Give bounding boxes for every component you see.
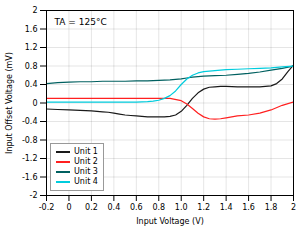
svg-text:1.2: 1.2: [197, 203, 210, 212]
svg-text:TA = 125°C: TA = 125°C: [54, 17, 107, 27]
svg-text:0.8: 0.8: [152, 203, 165, 212]
html-text:Unit 1: Unit 1: [74, 147, 98, 156]
svg-text:-1.2: -1.2: [22, 154, 38, 163]
svg-text:1.6: 1.6: [25, 25, 38, 34]
svg-text:1.4: 1.4: [220, 203, 233, 212]
html-text:Unit 4: Unit 4: [74, 177, 98, 186]
svg-text:0.2: 0.2: [85, 203, 98, 212]
svg-text:0.8: 0.8: [25, 62, 38, 71]
svg-text:2: 2: [291, 203, 296, 212]
svg-text:-1.6: -1.6: [22, 173, 38, 182]
svg-text:0.4: 0.4: [107, 203, 120, 212]
svg-text:-0.8: -0.8: [22, 136, 38, 145]
svg-text:0: 0: [66, 203, 71, 212]
svg-text:Input Offset Voltage (mV): Input Offset Voltage (mV): [5, 52, 14, 154]
svg-text:2: 2: [32, 6, 37, 15]
svg-text:1.0: 1.0: [175, 203, 188, 212]
svg-text:1.2: 1.2: [25, 43, 38, 52]
svg-text:1.6: 1.6: [242, 203, 255, 212]
svg-text:0: 0: [32, 99, 37, 108]
svg-text:0.4: 0.4: [25, 80, 38, 89]
svg-text:-0.2: -0.2: [39, 203, 55, 212]
svg-text:0.6: 0.6: [130, 203, 143, 212]
svg-text:-2: -2: [30, 191, 38, 200]
html-text:Unit 2: Unit 2: [74, 157, 98, 166]
svg-text:Input Voltage (V): Input Voltage (V): [136, 217, 204, 226]
svg-text:1.8: 1.8: [265, 203, 278, 212]
html-text:Unit 3: Unit 3: [74, 167, 98, 176]
svg-text:-0.4: -0.4: [22, 117, 38, 126]
